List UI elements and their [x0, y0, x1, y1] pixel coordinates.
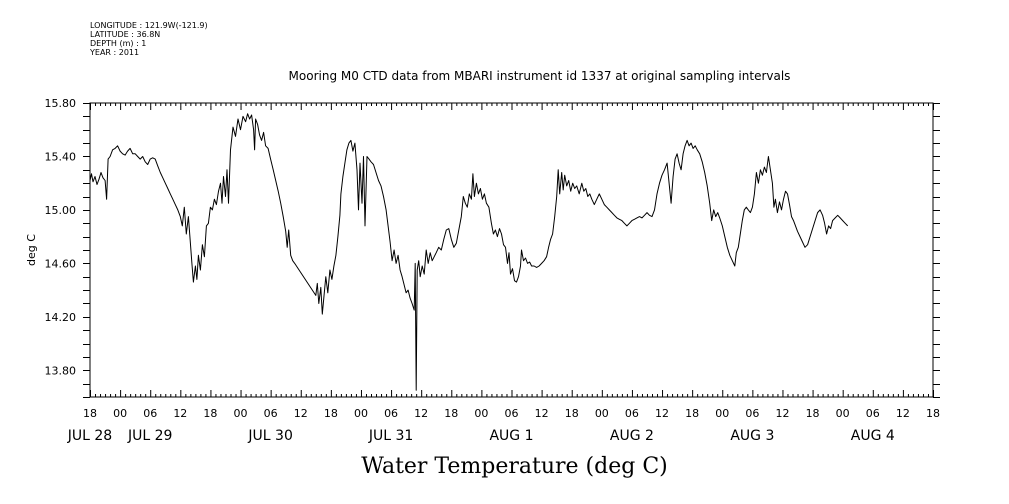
x-tick-label: 06	[625, 407, 639, 420]
y-tick-label: 15.80	[45, 97, 77, 110]
x-date-label: JUL 28	[67, 428, 112, 444]
year-label: YEAR : 2011	[90, 48, 140, 57]
x-tick-label: 00	[836, 407, 850, 420]
plot-area: 18 00 06 12 18 00 06 12 18 00 06 12 18 00 06 12 18 00 06 12…	[45, 97, 940, 444]
x-tick-label: 18	[83, 407, 97, 420]
y-axis-label: deg C	[25, 234, 38, 266]
y-tick-label: 15.40	[45, 150, 77, 163]
x-tick-label: 12	[775, 407, 789, 420]
series-line	[89, 113, 849, 391]
x-tick-label: 06	[745, 407, 759, 420]
x-tick-label: 06	[866, 407, 880, 420]
x-tick-label: 12	[414, 407, 428, 420]
x-tick-label: 18	[203, 407, 217, 420]
x-tick-label: 18	[565, 407, 579, 420]
x-tick-label: 18	[806, 407, 820, 420]
longitude-label: LONGITUDE : 121.9W(-121.9)	[90, 21, 208, 30]
x-tick-label: 06	[264, 407, 278, 420]
plot-frame	[89, 102, 934, 398]
x-date-label: AUG 3	[730, 428, 774, 444]
x-tick-label: 18	[444, 407, 458, 420]
y-tick-label: 13.80	[45, 364, 77, 377]
x-date-label: JUL 31	[368, 428, 413, 444]
x-tick-label: 12	[294, 407, 308, 420]
x-tick-label: 18	[685, 407, 699, 420]
x-tick-label: 00	[113, 407, 127, 420]
y-tick-label: 15.00	[45, 204, 77, 217]
x-tick-label: 18	[324, 407, 338, 420]
x-tick-label: 12	[535, 407, 549, 420]
x-tick-label: 00	[354, 407, 368, 420]
x-tick-label: 06	[505, 407, 519, 420]
x-tick-label: 00	[234, 407, 248, 420]
x-tick-label: 06	[143, 407, 157, 420]
x-tick-label: 12	[655, 407, 669, 420]
y-tick-label: 14.60	[45, 257, 77, 270]
x-tick-label: 00	[474, 407, 488, 420]
x-tick-label: 00	[715, 407, 729, 420]
x-date-label: AUG 1	[489, 428, 533, 444]
depth-label: DEPTH (m) : 1	[90, 39, 147, 48]
bottom-title: Water Temperature (deg C)	[361, 454, 668, 479]
x-tick-label: 12	[173, 407, 187, 420]
y-tick-label: 14.20	[45, 311, 77, 324]
x-tick-label: 12	[896, 407, 910, 420]
latitude-label: LATITUDE : 36.8N	[90, 30, 161, 39]
chart-title: Mooring M0 CTD data from MBARI instrumen…	[288, 69, 791, 83]
x-date-label: JUL 30	[247, 428, 292, 444]
x-date-label: JUL 29	[127, 428, 172, 444]
x-tick-label: 00	[595, 407, 609, 420]
x-date-label: AUG 4	[851, 428, 895, 444]
x-tick-label: 06	[384, 407, 398, 420]
metadata-block: LONGITUDE : 121.9W(-121.9) LATITUDE : 36…	[90, 21, 208, 57]
x-date-label: AUG 2	[610, 428, 654, 444]
x-tick-label: 18	[926, 407, 940, 420]
